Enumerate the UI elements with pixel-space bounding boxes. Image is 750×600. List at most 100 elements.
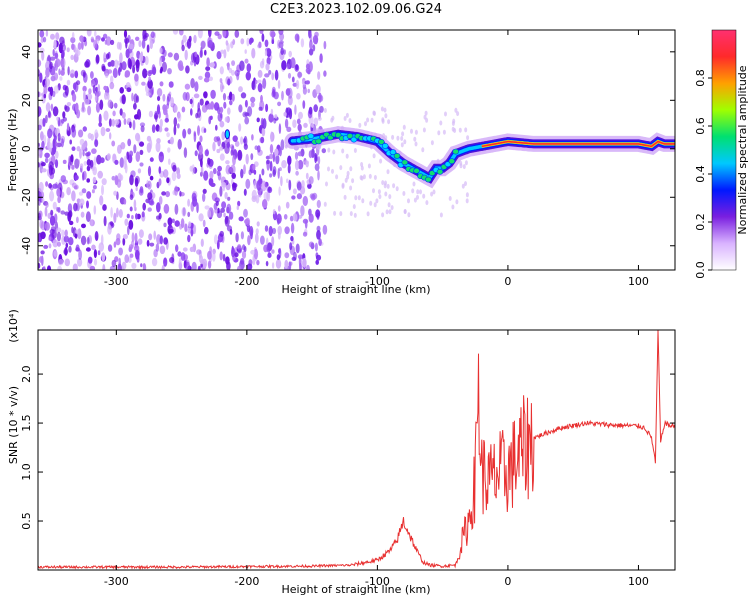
noise-blob — [159, 118, 163, 128]
noise-blob — [111, 175, 116, 181]
noise-blob — [204, 205, 210, 210]
noise-blob — [202, 219, 206, 228]
noise-blob — [55, 227, 62, 233]
noise-blob — [276, 213, 282, 224]
noise-blob — [281, 60, 287, 71]
noise-blob — [93, 258, 98, 266]
noise-blob — [269, 153, 274, 160]
noise-blob — [319, 53, 323, 64]
noise-blob — [129, 174, 134, 186]
noise-blob — [50, 56, 56, 61]
colorbar-tick-label: 0.6 — [694, 117, 707, 135]
noise-blob — [140, 125, 145, 133]
noise-blob — [224, 116, 229, 123]
noise-blob — [286, 63, 291, 70]
noise-blob — [288, 179, 292, 191]
noise-blob — [402, 191, 406, 196]
y-tick-label: -40 — [20, 237, 33, 255]
colorbar: 0.0 0.2 0.4 0.6 0.8 Normalized spectral ampl… — [694, 29, 749, 279]
noise-blob — [44, 157, 49, 163]
noise-blob — [137, 168, 142, 174]
noise-blob — [77, 159, 80, 165]
noise-blob — [416, 189, 420, 195]
noise-blob — [82, 171, 85, 181]
noise-blob — [232, 39, 236, 45]
noise-blob — [226, 203, 232, 214]
noise-blob — [79, 198, 85, 206]
noise-blob — [242, 111, 248, 118]
ridge-blob — [381, 142, 389, 149]
noise-blob — [55, 32, 60, 40]
noise-blob — [121, 61, 127, 71]
x-tick-label: 0 — [504, 575, 511, 588]
noise-blob — [39, 72, 43, 83]
noise-blob — [133, 244, 140, 252]
noise-blob — [315, 252, 319, 258]
noise-blob — [217, 165, 223, 172]
noise-blob — [300, 205, 305, 217]
noise-blob — [183, 147, 188, 159]
noise-blob — [258, 41, 262, 48]
noise-blob — [216, 210, 223, 219]
noise-blob — [164, 117, 169, 123]
noise-blob — [225, 164, 231, 175]
noise-blob — [194, 150, 198, 157]
noise-blob — [57, 196, 61, 204]
noise-blob — [212, 251, 216, 262]
noise-blob — [70, 37, 76, 44]
noise-blob — [56, 188, 61, 197]
noise-blob — [298, 256, 302, 268]
noise-blob — [219, 106, 224, 114]
noise-blob — [71, 164, 75, 170]
noise-blob — [129, 150, 134, 157]
noise-blob — [128, 219, 134, 230]
noise-blob — [199, 49, 203, 58]
noise-blob — [368, 173, 372, 179]
noise-blob — [76, 216, 79, 223]
noise-blob — [74, 184, 79, 190]
noise-blob — [227, 196, 231, 201]
noise-blob — [264, 73, 270, 78]
noise-blob — [343, 116, 347, 121]
noise-blob — [390, 205, 394, 211]
noise-blob — [93, 249, 97, 259]
noise-blob — [148, 110, 153, 118]
noise-blob — [80, 235, 87, 246]
noise-blob — [52, 49, 55, 57]
noise-blob — [52, 106, 59, 117]
noise-blob — [205, 66, 211, 71]
noise-blob — [81, 188, 87, 194]
noise-blob — [193, 93, 200, 99]
noise-blob — [369, 200, 373, 206]
noise-blob — [153, 230, 156, 240]
noise-blob — [81, 223, 86, 229]
noise-blob — [223, 101, 227, 109]
noise-blob — [308, 241, 314, 248]
noise-blob — [46, 141, 50, 149]
noise-blob — [40, 250, 45, 255]
noise-blob — [425, 200, 429, 206]
noise-blob — [349, 166, 353, 172]
noise-blob — [254, 79, 258, 85]
noise-blob — [466, 135, 470, 141]
noise-blob — [302, 86, 307, 95]
noise-blob — [209, 62, 215, 68]
noise-blob — [38, 142, 41, 148]
noise-blob — [323, 201, 327, 207]
snr-frame — [37, 329, 676, 571]
noise-blob — [119, 174, 124, 181]
noise-blob — [135, 213, 138, 220]
noise-blob — [182, 128, 187, 139]
noise-blob — [395, 186, 399, 192]
noise-blob — [119, 157, 125, 168]
noise-blob — [79, 163, 84, 169]
noise-blob — [225, 160, 230, 165]
noise-blob — [185, 261, 191, 270]
noise-blob — [44, 206, 48, 217]
noise-blob — [71, 32, 75, 39]
noise-blob — [214, 208, 218, 214]
noise-blob — [128, 43, 134, 50]
noise-blob — [81, 101, 85, 112]
noise-blob — [248, 169, 252, 176]
